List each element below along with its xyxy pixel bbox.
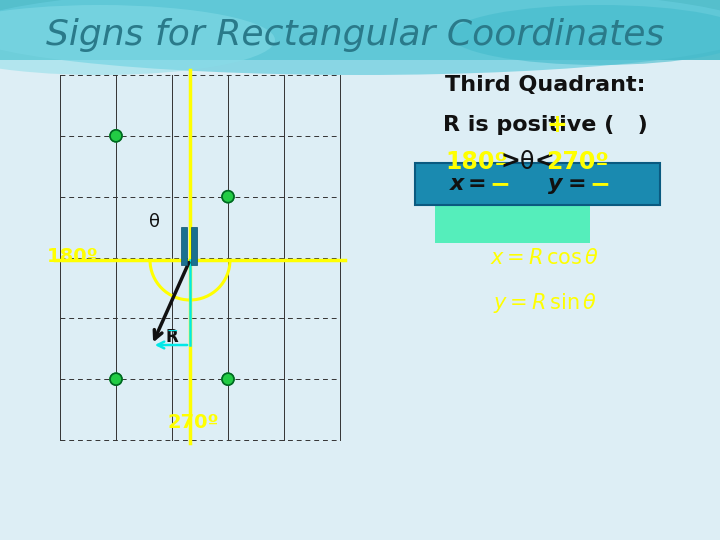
Text: 180º: 180º [446,150,508,174]
Text: =: = [468,174,486,194]
Text: Third Quadrant:: Third Quadrant: [445,75,645,95]
Bar [0,0,720,60]
Text: Signs for Rectangular Coordinates: Signs for Rectangular Coordinates [46,18,664,52]
Text: x: x [450,174,464,194]
Bar [181,227,187,265]
Text: R: R [166,328,179,346]
Text: −: − [590,172,611,196]
Text: $\mathit{y} = \mathit{R}\,\mathrm{sin}\,\theta$: $\mathit{y} = \mathit{R}\,\mathrm{sin}\,… [493,291,597,315]
Text: y: y [548,174,562,194]
Text: >: > [500,150,520,174]
Text: R is positive (   ): R is positive ( ) [443,115,647,135]
Text: −: − [166,324,178,338]
Text: <: < [534,150,554,174]
Circle shape [110,130,122,142]
Text: θ: θ [520,150,534,174]
Text: −: − [490,172,510,196]
Bar [191,227,197,265]
Circle shape [222,191,234,202]
Ellipse shape [0,0,720,75]
Ellipse shape [0,5,275,75]
Text: θ: θ [150,213,161,231]
Text: 270º: 270º [167,414,219,433]
Ellipse shape [450,5,720,65]
Text: =: = [567,174,586,194]
Circle shape [110,373,122,385]
Text: $\mathit{x} = \mathit{R}\,\mathrm{cos}\,\theta$: $\mathit{x} = \mathit{R}\,\mathrm{cos}\,… [490,248,600,268]
Text: +: + [546,113,567,137]
Bar [415,163,660,205]
Text: 180º: 180º [47,247,99,267]
Bar [435,201,590,243]
Text: 270º: 270º [546,150,608,174]
Circle shape [222,373,234,385]
